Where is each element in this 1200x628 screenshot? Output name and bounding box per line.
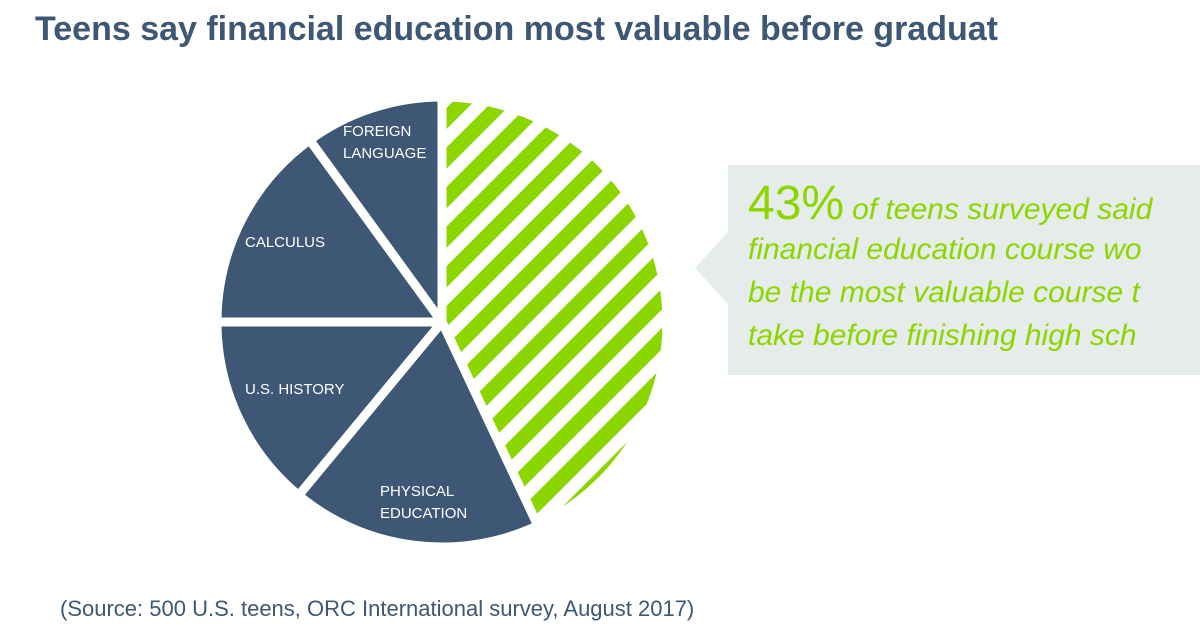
source: (Source: 500 U.S. teens, ORC Internation… (60, 596, 694, 621)
pie-slice (212, 135, 447, 327)
callout-box (728, 165, 1200, 375)
slice-label: U.S. HISTORY (245, 381, 345, 398)
pie-slice (437, 92, 672, 531)
callout-line: financial education course wo (748, 233, 1142, 266)
callout-line: take before finishing high sch (748, 319, 1137, 352)
slice-label: CALCULUS (245, 234, 326, 251)
value-label: 43% (748, 177, 844, 230)
pie-slice (212, 317, 447, 500)
callout-line: be the most valuable course t (748, 276, 1142, 309)
chart-title: Teens say financial education most valua… (35, 10, 998, 48)
callout-pointer (695, 232, 728, 304)
pie-slice (305, 92, 447, 327)
slice-label: PHYSICAL EDUCATION (380, 483, 468, 522)
pie-slice (294, 317, 543, 552)
callout-text: 43% of teens surveyed said (748, 177, 1154, 230)
callout-line: of teens surveyed said (852, 193, 1153, 226)
slice-label: FOREIGN LANGUAGE (343, 123, 427, 162)
